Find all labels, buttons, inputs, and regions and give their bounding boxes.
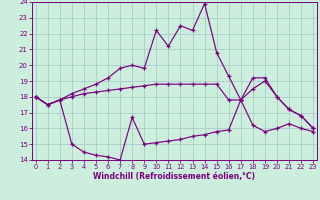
X-axis label: Windchill (Refroidissement éolien,°C): Windchill (Refroidissement éolien,°C): [93, 172, 255, 181]
